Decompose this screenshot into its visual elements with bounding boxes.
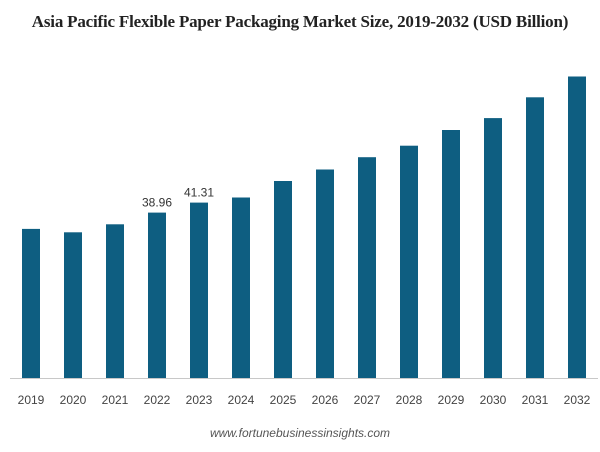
bar-2032 [568, 76, 586, 378]
x-tick-label-2031: 2031 [522, 393, 549, 407]
bar-2029 [442, 130, 460, 378]
x-tick-label-2027: 2027 [354, 393, 381, 407]
x-tick-label-2020: 2020 [60, 393, 87, 407]
x-tick-label-2019: 2019 [18, 393, 45, 407]
x-tick-label-2032: 2032 [564, 393, 591, 407]
bar-2023 [190, 202, 208, 378]
x-tick-label-2022: 2022 [144, 393, 171, 407]
x-tick-label-2021: 2021 [102, 393, 129, 407]
x-tick-label-2029: 2029 [438, 393, 465, 407]
bars-group [22, 76, 586, 379]
x-tick-label-2024: 2024 [228, 393, 255, 407]
x-tick-label-2023: 2023 [186, 393, 213, 407]
bar-2025 [274, 181, 292, 378]
bar-2031 [526, 97, 544, 379]
x-tick-label-2026: 2026 [312, 393, 339, 407]
data-label-2022: 38.96 [142, 196, 172, 210]
bar-2024 [232, 197, 250, 378]
chart-title: Asia Pacific Flexible Paper Packaging Ma… [31, 12, 569, 31]
bar-2019 [22, 228, 40, 378]
x-tick-label-2030: 2030 [480, 393, 507, 407]
data-labels-group: 38.96 41.31 [142, 186, 214, 210]
x-tick-label-2025: 2025 [270, 393, 297, 407]
bar-2021 [106, 224, 124, 378]
source-credit: www.fortunebusinessinsights.com [209, 426, 391, 440]
bar-2028 [400, 145, 418, 378]
bar-2026 [316, 169, 334, 378]
x-tick-label-2028: 2028 [396, 393, 423, 407]
bar-2030 [484, 118, 502, 378]
bar-2027 [358, 157, 376, 378]
data-label-2023: 41.31 [184, 186, 214, 200]
x-axis-ticks: 2019 2020 2021 2022 2023 2024 2025 2026 2027 2028… [18, 393, 591, 407]
bar-2022 [148, 212, 166, 378]
bar-2020 [64, 232, 82, 378]
